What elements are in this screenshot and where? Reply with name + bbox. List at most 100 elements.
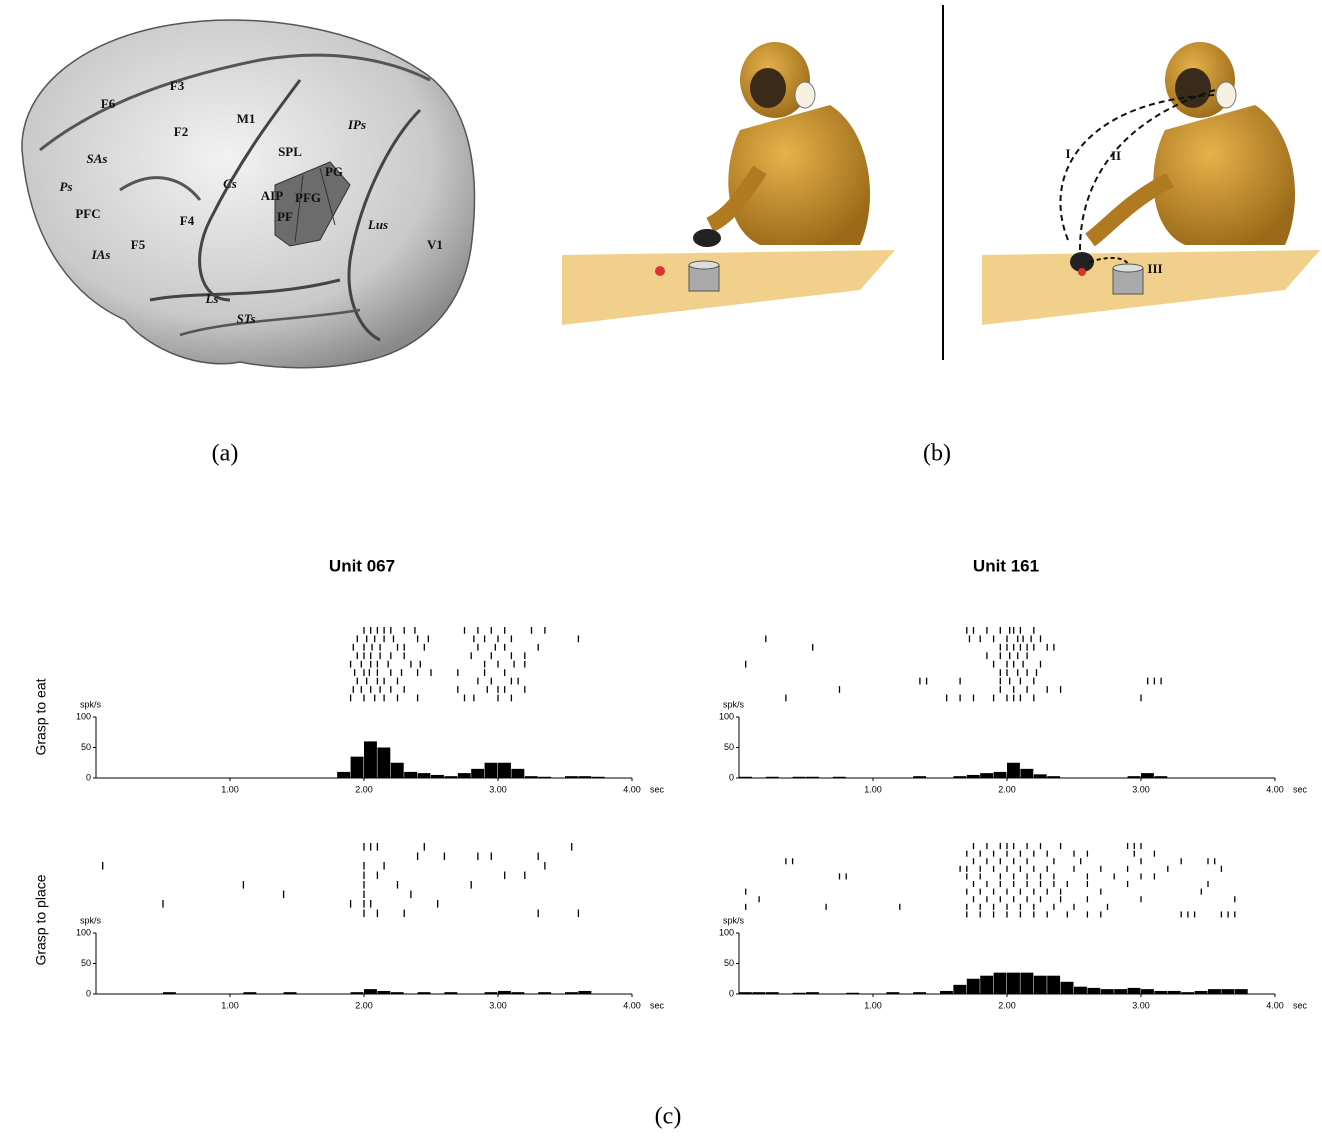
y-unit: spk/s bbox=[80, 699, 102, 709]
bar bbox=[350, 756, 364, 778]
bar bbox=[1007, 762, 1020, 778]
bar bbox=[1154, 776, 1168, 778]
brain-area-label: Ls bbox=[205, 291, 219, 306]
bar bbox=[377, 990, 391, 994]
bar bbox=[1114, 989, 1128, 994]
brain-illustration bbox=[21, 19, 476, 369]
x-tick-label: 2.00 bbox=[355, 784, 373, 794]
bar bbox=[953, 776, 967, 778]
bar bbox=[1047, 975, 1061, 994]
monkey-scene-1 bbox=[562, 42, 895, 325]
bar bbox=[980, 773, 994, 778]
y-unit: spk/s bbox=[723, 699, 745, 709]
bar bbox=[471, 768, 485, 778]
brain-area-label: F5 bbox=[131, 237, 146, 252]
bar bbox=[739, 776, 752, 778]
bar bbox=[1087, 987, 1101, 994]
brain-area-label: PG bbox=[325, 164, 343, 179]
brain-area-label: F3 bbox=[170, 78, 185, 93]
bar bbox=[498, 990, 511, 994]
bar bbox=[1047, 776, 1061, 778]
bar bbox=[404, 771, 418, 778]
bar bbox=[511, 768, 525, 778]
y-tick-label: 100 bbox=[719, 927, 734, 937]
bar bbox=[1127, 987, 1141, 994]
bar bbox=[886, 992, 900, 994]
bar bbox=[765, 776, 779, 778]
bar bbox=[578, 776, 592, 778]
x-tick-label: 4.00 bbox=[623, 784, 641, 794]
bar bbox=[243, 992, 257, 994]
brain-area-label: PF bbox=[277, 209, 293, 224]
bar bbox=[444, 776, 458, 778]
brain-area-label: V1 bbox=[427, 237, 443, 252]
x-tick-label: 3.00 bbox=[1132, 784, 1150, 794]
row-label: Grasp to place bbox=[33, 874, 49, 965]
bar bbox=[390, 762, 404, 778]
bar bbox=[390, 992, 404, 994]
brain-area-label: F2 bbox=[174, 124, 188, 139]
bar bbox=[364, 989, 377, 994]
panel-label: (c) bbox=[655, 1104, 682, 1130]
bar bbox=[1100, 989, 1114, 994]
x-tick-label: 1.00 bbox=[221, 784, 239, 794]
bar bbox=[511, 992, 525, 994]
bar bbox=[377, 747, 391, 778]
bar bbox=[1074, 986, 1087, 994]
brain-area-label: Ps bbox=[60, 179, 73, 194]
bar bbox=[1033, 774, 1047, 778]
bar bbox=[806, 992, 819, 994]
brain-area-label: SAs bbox=[87, 151, 108, 166]
x-tick-label: 1.00 bbox=[221, 1000, 239, 1010]
bar bbox=[1127, 776, 1141, 778]
x-tick-label: 4.00 bbox=[623, 1000, 641, 1010]
x-tick-label: 4.00 bbox=[1266, 1000, 1284, 1010]
unit-title: Unit 067 bbox=[329, 556, 395, 575]
brain-area-label: PFC bbox=[75, 206, 100, 221]
bar bbox=[752, 992, 766, 994]
bar bbox=[484, 762, 498, 778]
bar bbox=[484, 992, 498, 994]
bar bbox=[1167, 990, 1181, 994]
bar bbox=[1208, 989, 1221, 994]
bar bbox=[966, 774, 980, 778]
x-unit: sec bbox=[1293, 784, 1308, 794]
bar bbox=[283, 992, 297, 994]
bar bbox=[765, 992, 779, 994]
brain-area-label: STs bbox=[236, 311, 255, 326]
bar bbox=[1234, 989, 1248, 994]
brain-area-label: IPs bbox=[347, 117, 366, 132]
bar bbox=[364, 741, 377, 778]
bar bbox=[993, 771, 1007, 778]
y-tick-label: 0 bbox=[86, 772, 91, 782]
x-tick-label: 1.00 bbox=[864, 1000, 882, 1010]
histogram-bars bbox=[739, 972, 1248, 994]
bar bbox=[940, 990, 953, 994]
bar bbox=[498, 762, 511, 778]
y-tick-label: 50 bbox=[724, 958, 734, 968]
bar bbox=[993, 972, 1007, 994]
bar bbox=[792, 992, 806, 994]
x-unit: sec bbox=[1293, 1000, 1308, 1010]
bar bbox=[578, 990, 592, 994]
bar bbox=[966, 978, 980, 994]
histogram-bars bbox=[337, 741, 605, 778]
brain-area-label: IAs bbox=[91, 247, 111, 262]
y-tick-label: 0 bbox=[729, 772, 734, 782]
bar bbox=[792, 776, 806, 778]
bar bbox=[565, 992, 578, 994]
pathway-label: II bbox=[1111, 148, 1121, 163]
unit-title: Unit 161 bbox=[973, 556, 1039, 575]
bar bbox=[1033, 975, 1047, 994]
x-tick-label: 3.00 bbox=[489, 784, 507, 794]
bar bbox=[457, 773, 471, 778]
y-tick-label: 50 bbox=[81, 742, 91, 752]
x-tick-label: 3.00 bbox=[489, 1000, 507, 1010]
x-tick-label: 1.00 bbox=[864, 784, 882, 794]
monkey-scene-2 bbox=[982, 42, 1320, 325]
bar bbox=[565, 776, 578, 778]
y-tick-label: 0 bbox=[729, 988, 734, 998]
bar bbox=[739, 992, 752, 994]
